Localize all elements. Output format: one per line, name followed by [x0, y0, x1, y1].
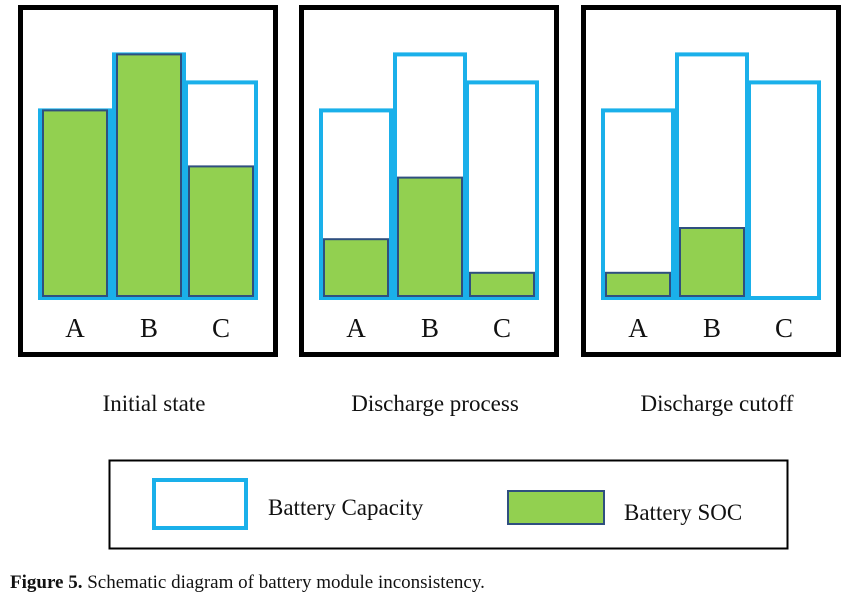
- battery-b-soc: [397, 176, 463, 298]
- panel-1: A B C Initial state: [18, 5, 278, 416]
- battery-b-label: B: [421, 313, 439, 343]
- legend: Battery Capacity Battery SOC: [108, 459, 789, 550]
- panel-2-title: Discharge process: [351, 391, 519, 416]
- battery-c-soc: [469, 271, 535, 297]
- battery-inconsistency-diagram: A B C Initial state A B C Discharge process A B C D…: [18, 5, 841, 550]
- battery-b-soc: [116, 53, 182, 298]
- panels: A B C Initial state A B C Discharge process A B C D…: [18, 5, 841, 416]
- battery-b-soc: [679, 227, 745, 297]
- battery-c-capacity: [465, 80, 539, 301]
- panel-1-title: Initial state: [103, 391, 206, 416]
- panel-3: A B C Discharge cutoff: [581, 5, 841, 416]
- battery-c-label: C: [775, 313, 793, 343]
- panel-2: A B C Discharge process: [299, 5, 559, 416]
- battery-a-soc: [605, 271, 671, 297]
- battery-c-capacity: [747, 80, 821, 301]
- figure-number: Figure 5.: [10, 572, 83, 593]
- battery-b-label: B: [140, 313, 158, 343]
- legend-soc-swatch: [507, 490, 605, 525]
- battery-a-soc: [42, 109, 108, 298]
- battery-a-label: A: [628, 313, 648, 343]
- figure-caption-text: Schematic diagram of battery module inco…: [82, 572, 485, 593]
- battery-b-label: B: [703, 313, 721, 343]
- battery-c-label: C: [493, 313, 511, 343]
- legend-capacity-label: Battery Capacity: [268, 495, 424, 520]
- panel-3-title: Discharge cutoff: [640, 391, 793, 416]
- figure-caption: Figure 5. Schematic diagram of battery m…: [10, 572, 485, 594]
- battery-a-label: A: [346, 313, 366, 343]
- battery-c-soc: [188, 165, 254, 297]
- battery-a-soc: [323, 238, 389, 297]
- battery-a-capacity: [601, 108, 675, 301]
- legend-soc-label: Battery SOC: [624, 500, 742, 525]
- legend-capacity-swatch: [152, 478, 248, 530]
- battery-c-label: C: [212, 313, 230, 343]
- battery-a-label: A: [65, 313, 85, 343]
